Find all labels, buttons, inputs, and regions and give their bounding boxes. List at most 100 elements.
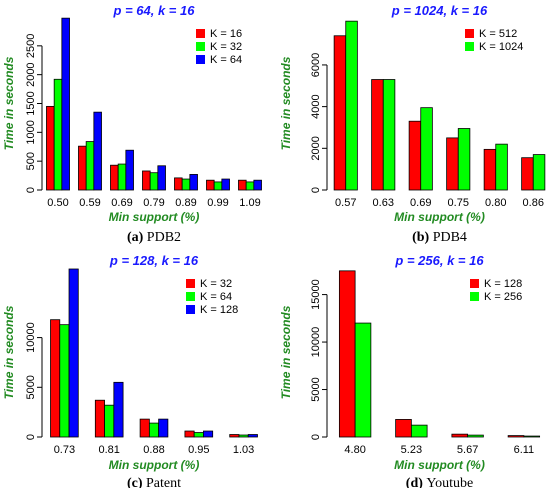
x-axis-label: Min support (%) <box>109 210 200 224</box>
chart-title: p = 1024, k = 16 <box>391 3 488 18</box>
bar <box>395 419 412 438</box>
y-axis-label: Time in seconds <box>2 305 16 399</box>
bar <box>125 149 134 191</box>
panel-caption: (a) PDB2 <box>127 230 181 245</box>
legend-label: K = 64 <box>200 291 232 303</box>
bar <box>59 324 70 438</box>
x-tick-label: 0.88 <box>143 444 164 456</box>
bar <box>149 172 159 191</box>
x-tick-label: 0.99 <box>207 197 228 209</box>
panel-caption-text: Patent <box>146 476 181 488</box>
x-tick-label: 1.09 <box>239 197 260 209</box>
y-tick-label: 0 <box>25 434 37 440</box>
panel-caption-label: (b) <box>412 230 433 245</box>
legend-swatch <box>470 279 479 288</box>
bar <box>181 178 191 191</box>
x-tick-label: 4.80 <box>344 444 365 456</box>
bar <box>253 179 262 191</box>
x-tick-label: 5.23 <box>401 444 422 456</box>
bar <box>382 79 396 191</box>
bar <box>408 120 422 191</box>
y-tick-label: 0 <box>310 434 322 440</box>
legend-label: K = 32 <box>210 41 242 53</box>
legend-label: K = 16 <box>210 28 242 40</box>
bar <box>507 435 525 438</box>
bar <box>94 399 105 438</box>
panel-caption: (c) Patent <box>127 476 181 488</box>
bar <box>410 424 428 438</box>
legend-swatch <box>196 55 205 64</box>
bar <box>238 434 249 438</box>
y-tick-label: 1500 <box>25 91 37 115</box>
panel-caption-label: (c) <box>127 476 146 488</box>
bar <box>113 381 124 438</box>
bar <box>104 404 115 438</box>
panel-caption: (d) Youtube <box>406 476 473 488</box>
y-tick-label: 0 <box>310 187 322 193</box>
y-tick-label: 10000 <box>310 327 322 358</box>
y-axis-label: Time in seconds <box>2 56 16 150</box>
chart-title: p = 64, k = 16 <box>113 3 196 18</box>
bar <box>85 141 95 191</box>
panel-caption-text: PDB2 <box>147 230 181 245</box>
legend-swatch <box>186 279 195 288</box>
legend-swatch <box>196 29 205 38</box>
bar <box>184 430 195 438</box>
bar <box>110 164 119 191</box>
legend-swatch <box>196 42 205 51</box>
bar <box>139 418 150 438</box>
legend-label: K = 32 <box>200 278 232 290</box>
chart-panel-3: p = 128, k = 16 0 5000 10000 Time in seconds… <box>2 253 258 488</box>
x-axis-label: Min support (%) <box>394 458 485 472</box>
bar <box>247 434 258 438</box>
bar <box>483 148 497 191</box>
bar <box>213 181 223 191</box>
bar <box>467 434 484 438</box>
x-tick-label: 6.11 <box>514 444 535 456</box>
y-tick-label: 0 <box>25 187 37 193</box>
bar <box>420 107 433 191</box>
bar <box>78 145 87 191</box>
chart-title: p = 128, k = 16 <box>109 253 199 268</box>
legend-label: K = 128 <box>484 278 522 290</box>
chart-panel-2: p = 1024, k = 16 0 2000 4000 6000 Time in sec… <box>279 3 546 245</box>
bar <box>229 434 240 438</box>
panel-caption-label: (a) <box>127 230 147 245</box>
x-tick-label: 0.89 <box>175 197 196 209</box>
x-axis-label: Min support (%) <box>109 458 200 472</box>
x-tick-label: 0.86 <box>523 197 544 209</box>
bar <box>451 433 469 438</box>
x-tick-label: 0.79 <box>143 197 164 209</box>
y-tick-label: 2000 <box>310 136 322 160</box>
bar <box>53 78 63 191</box>
bar <box>142 170 151 191</box>
y-tick-label: 5000 <box>25 375 37 399</box>
chart-panel-4: p = 256, k = 16 0 5000 10000 15000 Time in se… <box>279 253 541 488</box>
legend-swatch <box>186 292 195 301</box>
bar <box>174 177 183 191</box>
bar <box>238 179 247 191</box>
legend-swatch <box>186 305 195 314</box>
x-axis-label: Min support (%) <box>394 210 485 224</box>
bar <box>371 79 384 191</box>
x-tick-label: 0.80 <box>485 197 506 209</box>
bar <box>245 181 255 191</box>
y-tick-label: 2000 <box>25 62 37 86</box>
x-tick-label: 0.57 <box>335 197 356 209</box>
x-tick-label: 0.69 <box>111 197 132 209</box>
x-tick-label: 0.63 <box>373 197 394 209</box>
y-axis-label: Time in seconds <box>279 305 293 399</box>
y-tick-label: 500 <box>25 152 37 170</box>
bar <box>521 157 534 191</box>
legend-label: K = 64 <box>210 54 242 66</box>
bar <box>532 154 546 191</box>
bar <box>446 137 459 191</box>
y-tick-label: 2500 <box>25 34 37 58</box>
panel-caption-text: Youtube <box>426 476 473 488</box>
legend-label: K = 512 <box>479 28 517 40</box>
y-tick-label: 6000 <box>310 53 322 77</box>
chart-title: p = 256, k = 16 <box>394 253 484 268</box>
legend-label: K = 128 <box>200 304 238 316</box>
bar <box>189 174 198 191</box>
